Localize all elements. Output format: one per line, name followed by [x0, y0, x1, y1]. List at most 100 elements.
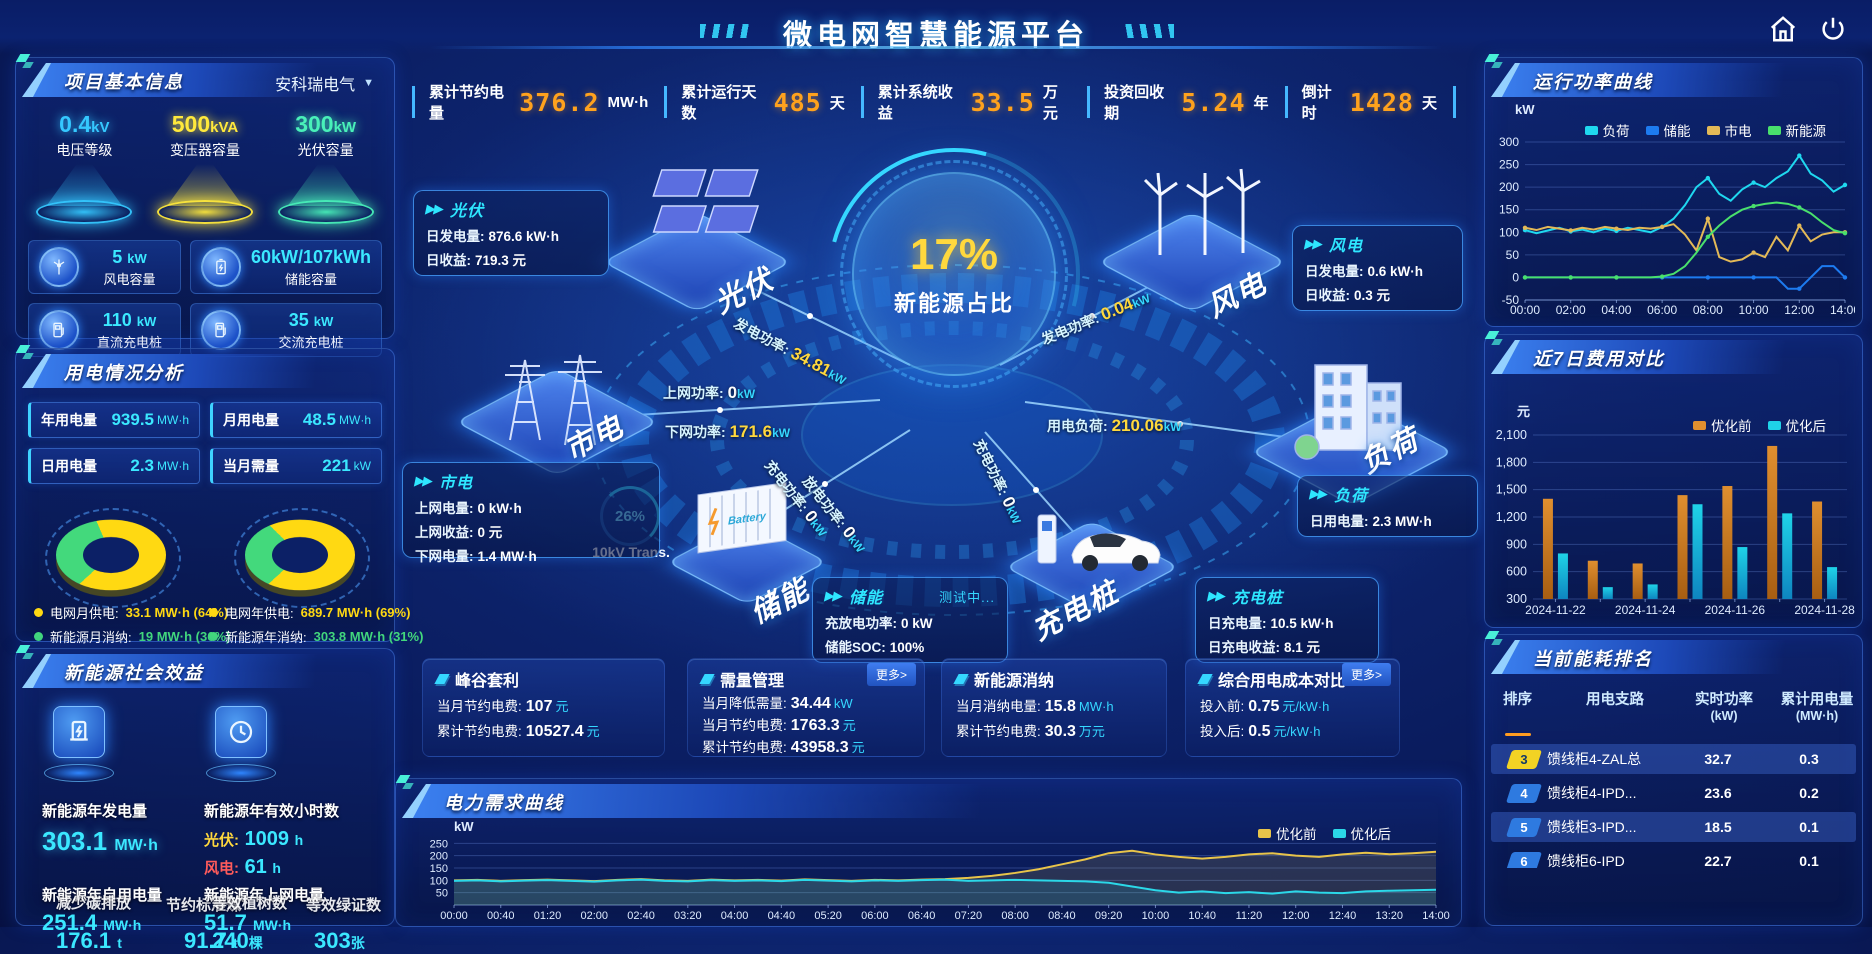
rank-badge: 3 [1505, 749, 1543, 769]
battery-container-illustration: Battery [697, 481, 787, 554]
svg-text:2024-11-28: 2024-11-28 [1794, 603, 1855, 617]
kpi-system-income: 累计系统收益 33.5 万元 [860, 84, 1087, 122]
svg-text:600: 600 [1506, 565, 1527, 579]
legend-item[interactable]: 优化后 [1767, 415, 1826, 435]
panel-title: 用电情况分析 [64, 363, 184, 383]
stat-transformer-capacity: 500kVA 变压器容量 [153, 111, 257, 224]
co2-label: 减少碳排放 [56, 895, 132, 912]
node-label-storage: 储能 [745, 573, 816, 631]
flow-import-power: 下网功率: 171.6kW [665, 422, 791, 441]
export-label: 新能源年上网电量 [204, 887, 325, 904]
legend-item[interactable]: 新能源 [1767, 120, 1826, 140]
legend-item[interactable]: 市电 [1706, 120, 1752, 140]
coal-label: 节约标准煤 [166, 897, 242, 914]
clock-icon [206, 706, 276, 782]
legend-item[interactable]: 优化后 [1332, 823, 1391, 843]
chevron-right-icon: ▶▶ [424, 201, 444, 216]
svg-text:250: 250 [1499, 158, 1519, 172]
legend-item[interactable]: 负荷 [1584, 120, 1630, 140]
stat-year-usage: 年用电量 939.5 MW·h [28, 402, 200, 438]
node-label-grid: 市电 [559, 410, 630, 468]
svg-text:150: 150 [430, 863, 448, 875]
svg-text:07:20: 07:20 [955, 910, 983, 922]
panel-corner-icon [15, 54, 40, 70]
home-icon[interactable] [1768, 14, 1798, 49]
panel-title: 运行功率曲线 [1533, 72, 1653, 92]
more-button[interactable]: 更多> [1341, 663, 1391, 686]
gen-value: 303.1 MW·h [42, 826, 158, 856]
panel-corner-icon [1484, 331, 1509, 347]
panel-title: 项目基本信息 [64, 72, 184, 92]
legend-item[interactable]: 储能 [1645, 120, 1691, 140]
wind-node-platform [1097, 211, 1287, 313]
y-axis-unit: 元 [1517, 404, 1531, 419]
svg-text:1,200: 1,200 [1496, 510, 1527, 524]
donut-year-mix [233, 500, 370, 608]
cert-label: 等效绿证数 [306, 897, 382, 914]
svg-text:200: 200 [430, 851, 448, 863]
more-button[interactable]: 更多> [866, 663, 916, 686]
infobox-grid: ▶▶ 市电 上网电量: 0 kW·h 上网收益: 0 元 下网电量: 1.4 MW·h [402, 462, 660, 564]
legend-item[interactable]: 优化前 [1258, 823, 1317, 843]
flow-ev-charge-power: 充电功率: 0kW [970, 436, 1024, 527]
ranking-header: 排序 用电支路 实时功率 (kW) 累计用电量 (MW·h) [1503, 692, 1854, 723]
svg-text:12:40: 12:40 [1329, 910, 1357, 922]
power-curve-chart: -50 0 50 100 150 200 250 300 00:00 02:00 04:00 06:0… [1499, 135, 1855, 317]
panel-corner-icon [15, 345, 40, 361]
rank-badge: 4 [1505, 783, 1543, 803]
svg-text:04:40: 04:40 [768, 910, 796, 922]
svg-text:2024-11-26: 2024-11-26 [1705, 603, 1766, 617]
legend-grid-month: 电网月供电: 33.1 MW·h (64%) [34, 603, 228, 622]
table-row: 5 馈线柜3-IPD... 18.5 0.1 [1491, 812, 1856, 842]
panel-power-curve: 运行功率曲线 kW 负荷 储能 市电 新能源 -50 0 50 100 150 200 250 30… [1484, 54, 1863, 327]
panel-corner-icon [395, 775, 420, 791]
svg-text:300: 300 [1499, 135, 1519, 149]
svg-text:50: 50 [436, 888, 448, 900]
legend-item[interactable]: 优化前 [1693, 415, 1752, 435]
panel-usage-analysis: 用电情况分析 年用电量 939.5 MW·h 月用电量 48.5 MW·h 日用电量 2.… [15, 345, 423, 645]
svg-text:09:20: 09:20 [1095, 910, 1123, 922]
node-label-load: 负荷 [1355, 423, 1426, 481]
chevron-right-icon: ▶▶ [823, 588, 843, 603]
svg-text:06:00: 06:00 [861, 910, 889, 922]
company-selector[interactable]: 安科瑞电气 ▼ [275, 77, 374, 94]
stat-month-usage: 月用电量 48.5 MW·h [210, 402, 382, 438]
card-demand-management: 更多> 需量管理 当月降低需量: 34.44 kW 当月节约电费: 1763.3 元 累… [687, 658, 925, 757]
svg-text:14:00: 14:00 [1422, 910, 1450, 922]
svg-text:00:00: 00:00 [1510, 303, 1540, 317]
svg-text:01:20: 01:20 [534, 910, 562, 922]
svg-text:11:20: 11:20 [1236, 910, 1263, 922]
svg-text:13:20: 13:20 [1375, 910, 1403, 922]
card-bullet-icon [953, 674, 969, 684]
chevron-right-icon: ▶▶ [1308, 486, 1328, 501]
svg-text:10:40: 10:40 [1188, 910, 1216, 922]
svg-text:02:40: 02:40 [627, 910, 655, 922]
svg-text:Battery: Battery [728, 510, 767, 527]
renewable-share-label: 新能源占比 [893, 291, 1014, 316]
ranking-indicator [1505, 733, 1531, 736]
battery-icon [200, 247, 241, 287]
power-towers-illustration [505, 354, 602, 446]
svg-text:06:00: 06:00 [1647, 303, 1677, 317]
svg-text:04:00: 04:00 [1601, 303, 1631, 317]
renewable-share-value: 17% [909, 230, 999, 279]
svg-text:50: 50 [1506, 248, 1520, 262]
test-status-badge: 测试中... [939, 589, 995, 605]
page-title: 微电网智慧能源平台 [782, 20, 1090, 52]
panel-project-info: 项目基本信息 安科瑞电气 ▼ 0.4kV 电压等级 500kVA 变压器容量 300k… [15, 54, 395, 357]
platform-rings [554, 264, 1346, 616]
svg-text:12:00: 12:00 [1784, 303, 1814, 317]
kpi-bar: 累计节约电量 376.2 MW·h 累计运行天数 485 天 累计系统收益 33.5 万元 … [412, 84, 1457, 122]
cert-value: 303张 [314, 928, 365, 953]
card-peak-valley-arbitrage: 峰谷套利 当月节约电费: 107 元 累计节约电费: 10527.4 元 [422, 658, 665, 757]
power-icon[interactable] [1818, 14, 1848, 49]
card-cost-comparison: 更多> 综合用电成本对比 投入前: 0.75 元/kW·h 投入后: 0.5 元/kW·… [1185, 658, 1400, 757]
pv-node-platform [602, 211, 792, 313]
y-axis-unit: kW [454, 819, 474, 834]
card-renewable-consumption: 新能源消纳 当月消纳电量: 15.8 MW·h 累计节约电费: 30.3 万元 [941, 658, 1167, 757]
svg-text:1,500: 1,500 [1496, 483, 1527, 497]
panel-title: 近7日费用对比 [1533, 349, 1666, 369]
table-row: 4 馈线柜4-IPD... 23.6 0.2 [1491, 778, 1856, 808]
chevron-right-icon: ▶▶ [1303, 236, 1323, 251]
